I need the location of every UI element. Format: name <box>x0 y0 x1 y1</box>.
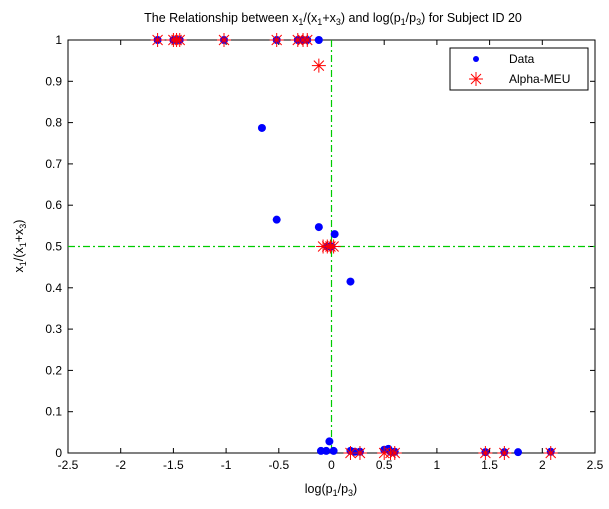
x-tick-label: 1.5 <box>481 458 498 472</box>
legend-box <box>449 47 589 91</box>
y-tick-label: 0.2 <box>45 363 62 377</box>
y-tick-label: 0.8 <box>45 116 62 130</box>
x-tick-label: -1.5 <box>163 458 184 472</box>
data-point <box>514 448 523 457</box>
legend-label-alpha-meu: Alpha-MEU <box>509 72 570 86</box>
y-tick-label: 0.1 <box>45 405 62 419</box>
alpha-meu-point <box>543 446 558 460</box>
chart-title: The Relationship between x1/(x1+x3) and … <box>144 11 522 27</box>
y-tick-label: 0.7 <box>45 157 62 171</box>
alpha-meu-point <box>497 446 512 460</box>
x-axis-label: log(p1/p3) <box>305 482 357 498</box>
data-point <box>346 277 355 286</box>
x-tick-label: 0.5 <box>376 458 393 472</box>
alpha-meu-point <box>387 446 402 460</box>
data-point <box>272 215 281 224</box>
alpha-meu-point <box>300 33 315 47</box>
y-tick-label: 0 <box>55 446 62 460</box>
y-tick-label: 0.5 <box>45 240 62 254</box>
legend-data-marker-icon <box>473 56 479 62</box>
alpha-meu-point <box>172 33 187 47</box>
data-point <box>322 446 331 455</box>
x-tick-label: 0 <box>328 458 335 472</box>
alpha-meu-point <box>326 239 341 254</box>
alpha-meu-point <box>478 446 493 460</box>
y-tick-label: 0.6 <box>45 198 62 212</box>
data-point <box>314 223 323 232</box>
data-point <box>329 446 338 455</box>
alpha-meu-point <box>311 58 326 73</box>
legend: Data Alpha-MEU <box>449 47 589 91</box>
y-tick-label: 0.9 <box>45 74 62 88</box>
alpha-meu-point <box>352 446 367 460</box>
y-tick-label: 0.3 <box>45 322 62 336</box>
x-tick-label: -0.5 <box>268 458 289 472</box>
data-point <box>314 36 323 44</box>
legend-alpha-meu-marker-icon <box>469 72 483 86</box>
x-tick-label: -2 <box>115 458 126 472</box>
x-tick-label: 1 <box>434 458 441 472</box>
alpha-meu-point <box>269 33 284 47</box>
alpha-meu-point <box>150 33 165 47</box>
x-tick-label: -1 <box>221 458 232 472</box>
y-tick-label: 0.4 <box>45 281 62 295</box>
data-point <box>325 437 334 446</box>
data-point <box>330 230 339 239</box>
x-tick-label: 2 <box>539 458 546 472</box>
data-point <box>257 123 266 132</box>
y-tick-label: 1 <box>55 33 62 47</box>
y-axis-label: x1/(x1+x3) <box>12 220 28 273</box>
alpha-meu-point <box>216 33 231 47</box>
x-tick-label: -2.5 <box>58 458 79 472</box>
x-tick-label: 2.5 <box>587 458 604 472</box>
legend-label-data: Data <box>509 52 535 66</box>
